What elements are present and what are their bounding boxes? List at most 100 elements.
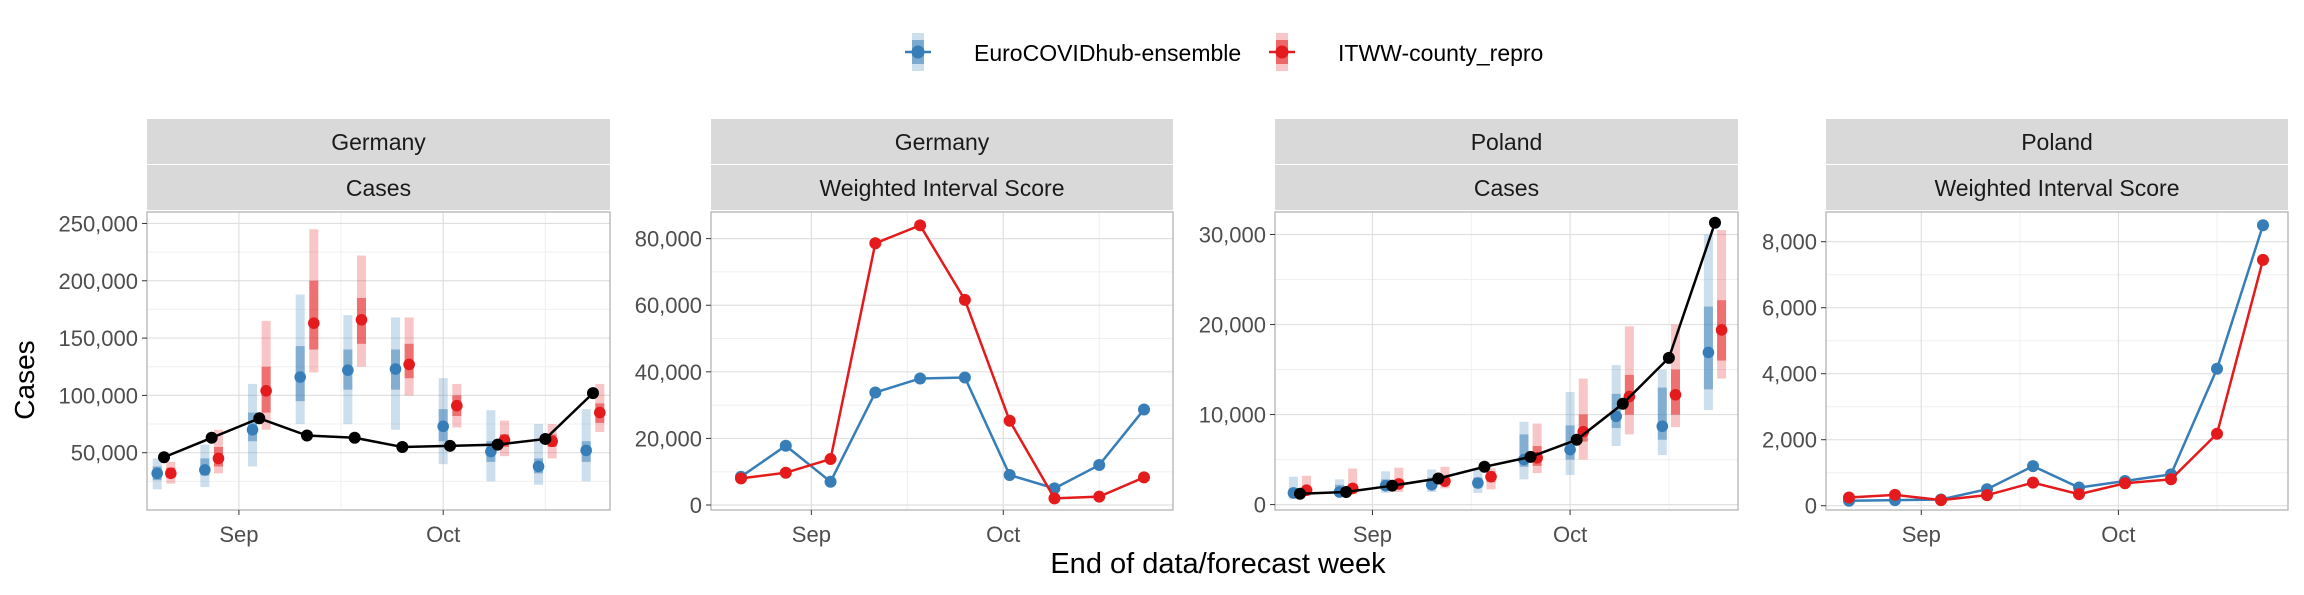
forecast-median-point bbox=[1669, 388, 1682, 401]
facet-strip-top-label: Poland bbox=[1471, 129, 1543, 155]
score-point bbox=[735, 472, 747, 485]
interval-50 bbox=[1657, 387, 1667, 440]
x-tick-label: Sep bbox=[1902, 522, 1941, 547]
grid bbox=[711, 212, 1173, 510]
score-point bbox=[2119, 477, 2131, 490]
x-tick-label: Oct bbox=[1553, 522, 1587, 547]
forecast-median-point bbox=[437, 420, 449, 433]
panel-border bbox=[710, 211, 1174, 511]
score-point bbox=[914, 219, 927, 232]
forecast-median-point bbox=[294, 371, 306, 383]
forecast-median-point bbox=[532, 460, 545, 473]
observed-point bbox=[1709, 216, 1721, 229]
observed-point bbox=[253, 412, 266, 425]
forecast-median-point bbox=[1715, 324, 1728, 336]
observed-point bbox=[396, 440, 409, 453]
grid bbox=[1826, 212, 2288, 510]
forecast-median-point bbox=[580, 444, 592, 457]
y-tick-label: 40,000 bbox=[635, 360, 702, 385]
panel-border bbox=[1274, 211, 1739, 511]
y-tick-label: 200,000 bbox=[58, 269, 138, 294]
score-point bbox=[1093, 459, 1106, 472]
facet-strip-top bbox=[711, 119, 1173, 164]
y-tick-label: 0 bbox=[1805, 494, 1817, 519]
observed-point bbox=[491, 438, 504, 451]
forecast-median-point bbox=[1472, 477, 1484, 489]
y-tick-label: 2,000 bbox=[1762, 428, 1817, 453]
x-tick-label: Sep bbox=[219, 522, 258, 547]
forecast-median-point bbox=[594, 406, 606, 419]
facet-strip-top bbox=[147, 119, 610, 164]
facet-strip-bottom-label: Cases bbox=[1474, 175, 1539, 201]
y-tick-label: 0 bbox=[690, 493, 702, 518]
observed-point bbox=[587, 387, 599, 400]
facet-panels: Germany Cases 50,000 100,000 150,000 200,000 2… bbox=[58, 119, 2289, 547]
forecast-median-point bbox=[165, 467, 177, 480]
x-axis-title: End of data/forecast week bbox=[1050, 548, 1386, 580]
facet-strip-top bbox=[1826, 119, 2288, 164]
facet-strip-bottom-label: Cases bbox=[346, 175, 411, 201]
score-point bbox=[1138, 403, 1150, 416]
forecast-median-point bbox=[151, 467, 163, 480]
y-tick-label: 150,000 bbox=[58, 326, 138, 351]
score-line bbox=[1848, 259, 2265, 502]
chart-panel-4: Poland Weighted Interval Score 0 2,000 4,000… bbox=[1762, 119, 2289, 547]
score-point bbox=[2027, 460, 2039, 473]
score-point bbox=[1843, 491, 1855, 504]
forecast-median-point bbox=[355, 313, 368, 326]
y-axis-title: Cases bbox=[9, 340, 40, 419]
y-tick-label: 8,000 bbox=[1762, 230, 1817, 255]
grid bbox=[147, 212, 610, 510]
score-point bbox=[958, 293, 971, 306]
x-tick-label: Oct bbox=[426, 522, 460, 547]
facet-strip-bottom-label: Weighted Interval Score bbox=[819, 175, 1064, 201]
forecast-median-point bbox=[1702, 346, 1715, 359]
legend-label: ITWW-county_repro bbox=[1338, 40, 1543, 66]
chart-panel-2: Germany Weighted Interval Score 0 20,000 40,… bbox=[635, 119, 1174, 547]
observed-point bbox=[348, 431, 361, 444]
y-tick-label: 10,000 bbox=[1199, 403, 1266, 428]
facet-strip-bottom bbox=[147, 165, 610, 210]
forecast-medians bbox=[165, 313, 606, 480]
legend-entry: ITWW-county_repro bbox=[1269, 33, 1543, 71]
score-point bbox=[1981, 489, 1993, 502]
observed-point bbox=[444, 439, 456, 452]
forecast-median-point bbox=[1610, 410, 1622, 423]
facet-strip-top-label: Germany bbox=[895, 129, 990, 155]
chart-panel-1: Germany Cases 50,000 100,000 150,000 200,000 2… bbox=[58, 119, 611, 547]
facet-strip-top bbox=[1275, 119, 1738, 164]
score-point bbox=[1138, 471, 1150, 484]
score-line bbox=[740, 376, 1145, 490]
y-tick-label: 4,000 bbox=[1762, 362, 1817, 387]
observed-point bbox=[1294, 487, 1306, 500]
forecast-median-point bbox=[389, 363, 402, 375]
score-point bbox=[2211, 427, 2223, 440]
score-point bbox=[2257, 219, 2269, 232]
forecast-median-point bbox=[1485, 470, 1497, 483]
facet-strip-bottom bbox=[1275, 165, 1738, 210]
legend-key-point bbox=[911, 45, 925, 59]
legend-entry: EuroCOVIDhub-ensemble bbox=[905, 33, 1241, 71]
y-tick-label: 20,000 bbox=[635, 426, 702, 451]
score-point bbox=[2073, 488, 2085, 501]
facet-strip-top-label: Poland bbox=[2021, 129, 2093, 155]
forecast-median-point bbox=[199, 464, 211, 476]
forecast-median-point bbox=[451, 399, 463, 412]
panel-border bbox=[146, 211, 611, 511]
legend-key-point bbox=[1275, 45, 1289, 59]
y-tick-label: 20,000 bbox=[1199, 313, 1266, 338]
score-point bbox=[869, 386, 882, 399]
chart-panel-3: Poland Cases 0 10,000 20,000 30,000 Sep Oct bbox=[1199, 119, 1739, 547]
observed-line bbox=[1299, 222, 1717, 496]
x-tick-label: Sep bbox=[792, 522, 831, 547]
interval-50 bbox=[309, 280, 319, 350]
x-tick-label: Oct bbox=[986, 522, 1020, 547]
facet-strip-top-label: Germany bbox=[331, 129, 426, 155]
score-point bbox=[869, 237, 882, 250]
forecast-median-point bbox=[342, 364, 354, 376]
interval-90 bbox=[1348, 468, 1358, 494]
observed-point bbox=[158, 451, 170, 464]
facet-strip-bottom bbox=[1826, 165, 2288, 210]
score-point bbox=[2165, 473, 2177, 486]
